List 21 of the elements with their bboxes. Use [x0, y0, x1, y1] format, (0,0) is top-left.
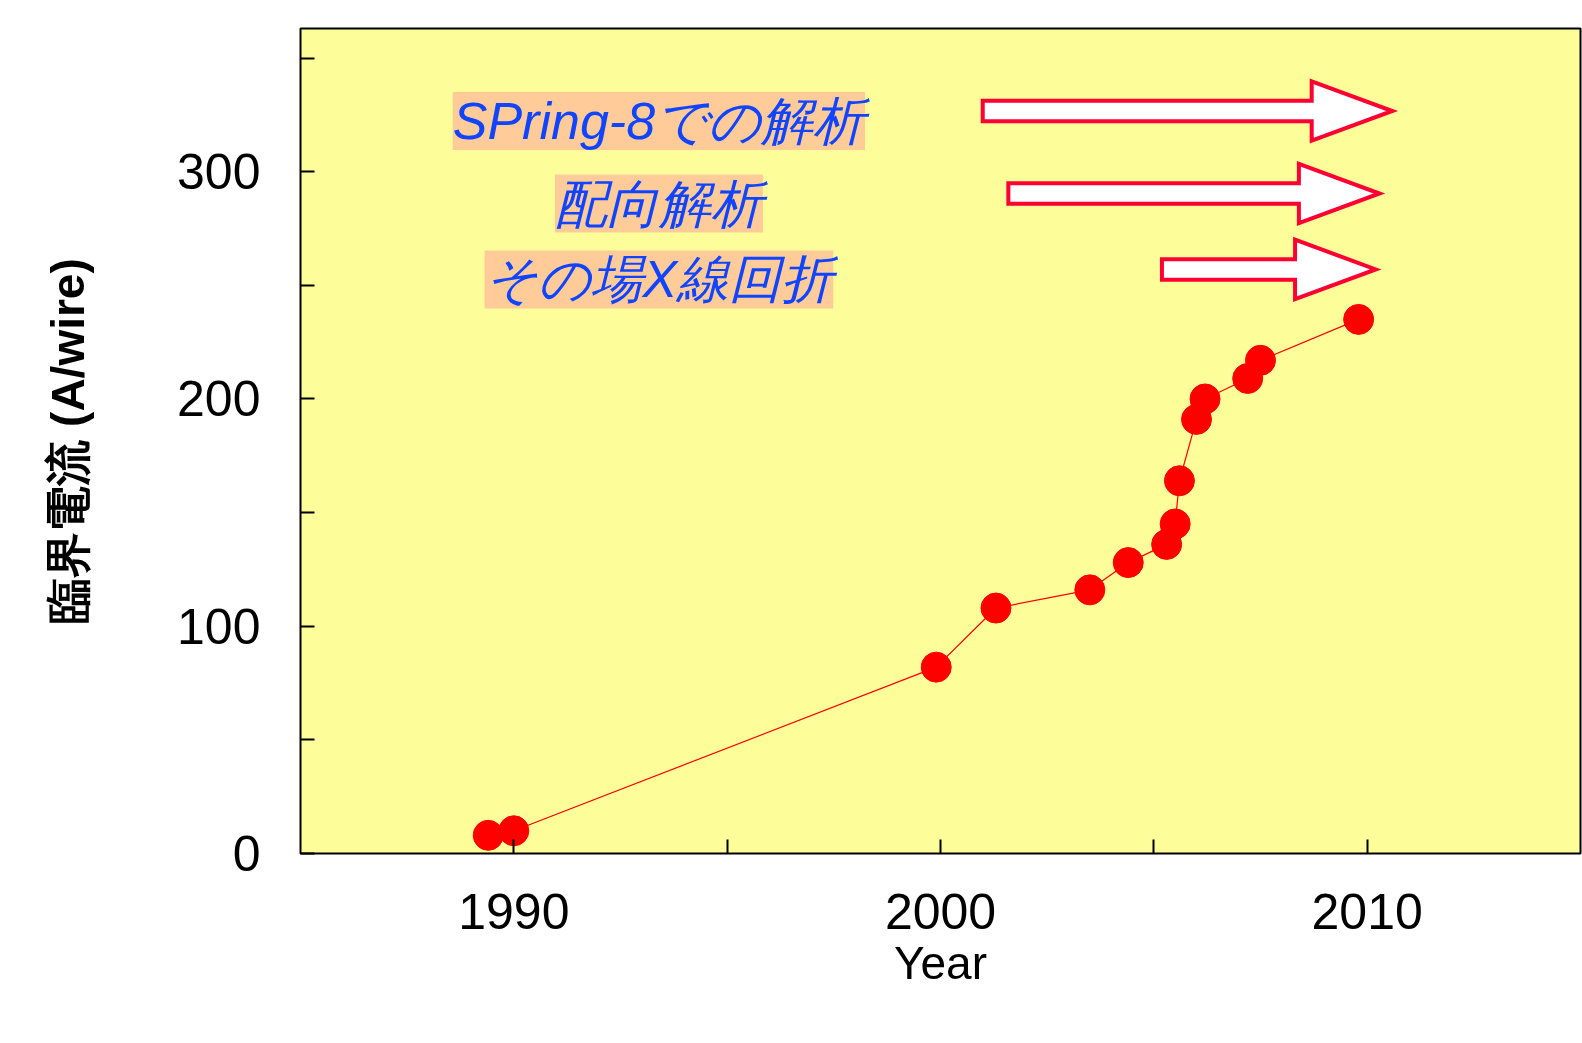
- annotation: その場X線回折: [484, 250, 840, 309]
- y-axis-title: 臨界電流 (A/wire): [42, 258, 95, 624]
- annotation: 配向解析: [554, 174, 768, 233]
- y-tick-label: 200: [177, 371, 261, 428]
- annotation: SPring-8での解析: [452, 92, 871, 150]
- y-tick-label: 300: [177, 144, 261, 201]
- point: [1189, 383, 1221, 415]
- point: [1159, 508, 1191, 540]
- point: [498, 815, 530, 847]
- point: [1112, 547, 1144, 579]
- y-tick-label: 100: [177, 598, 261, 655]
- point: [1163, 465, 1195, 497]
- point: [1245, 344, 1276, 376]
- point: [472, 819, 504, 851]
- point: [920, 651, 952, 683]
- x-tick-label: 1990: [458, 883, 570, 940]
- x-tick-label: 2010: [1311, 883, 1423, 940]
- point: [1074, 574, 1106, 606]
- point: [980, 592, 1012, 624]
- point: [1343, 303, 1375, 335]
- y-tick-label: 0: [232, 826, 261, 882]
